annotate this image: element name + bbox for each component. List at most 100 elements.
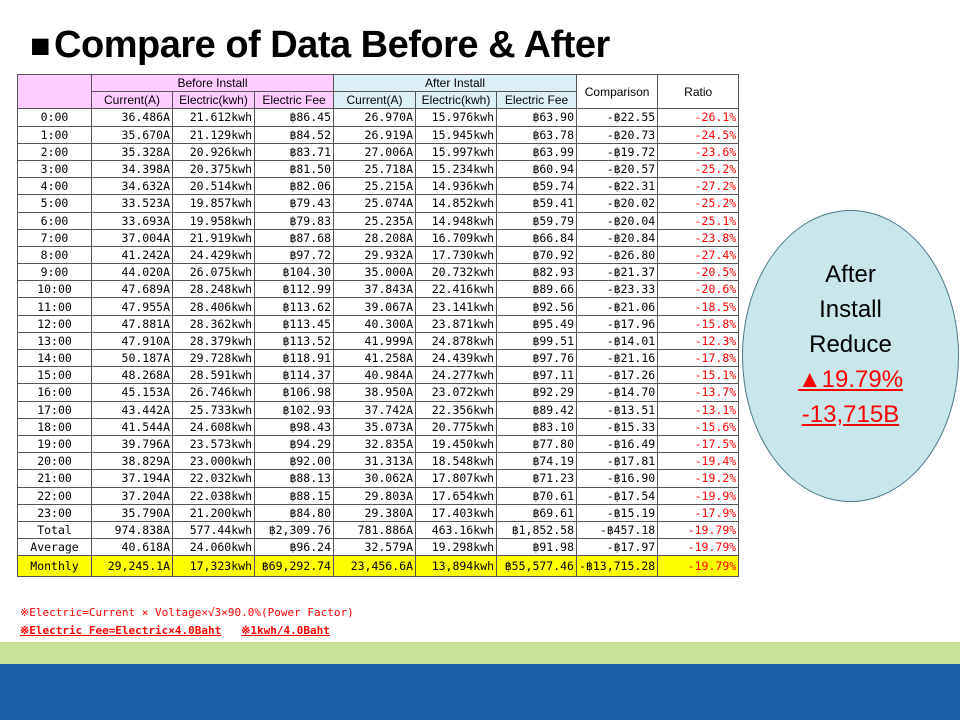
table-row: 16:00 45.153A 26.746kwh ฿106.98 38.950A 23.07… (17, 383, 740, 402)
before-fee-cell: ฿113.62 (254, 297, 334, 316)
comparison-cell: -฿457.18 (575, 520, 659, 540)
after-current-cell: 40.300A (333, 314, 416, 333)
before-current-cell: 48.268A (91, 366, 173, 385)
comparison-cell: -฿21.16 (575, 348, 659, 368)
time-cell: 22:00 (17, 486, 92, 505)
page-title: ■ Compare of Data Before & After (30, 24, 610, 67)
after-fee-header: Electric Fee (496, 91, 577, 110)
after-fee-cell: ฿70.61 (496, 486, 577, 505)
table-row: 2:00 35.328A 20.926kwh ฿83.71 27.006A 15.997k… (17, 142, 740, 161)
note-fee-rate: ※1kwh/4.0Baht (241, 624, 330, 637)
time-cell: 21:00 (17, 469, 92, 488)
before-current-cell: 41.242A (91, 245, 173, 265)
time-cell: 15:00 (17, 366, 92, 385)
before-electric-cell: 23.573kwh (172, 434, 255, 454)
after-electric-cell: 20.732kwh (415, 263, 497, 282)
before-current-cell: 34.398A (91, 159, 173, 179)
comparison-cell: -฿26.80 (575, 245, 659, 265)
ratio-header: Ratio (657, 73, 740, 110)
before-electric-cell: 21.612kwh (172, 108, 255, 127)
header-row-sub: Current(A) Electric(kwh) Electric Fee Cu… (18, 91, 739, 110)
before-current-cell: 47.689A (91, 280, 173, 299)
comparison-cell: -฿20.57 (575, 159, 659, 179)
before-electric-cell: 24.060kwh (172, 538, 255, 557)
after-electric-cell: 23.072kwh (415, 383, 497, 402)
ratio-cell: -12.3% (657, 331, 740, 351)
before-fee-cell: ฿79.83 (254, 211, 334, 230)
ratio-cell: -19.2% (657, 469, 740, 488)
before-current-cell: 39.796A (91, 434, 173, 454)
after-electric-cell: 16.709kwh (415, 228, 497, 247)
table-row: 19:00 39.796A 23.573kwh ฿94.29 32.835A 19.450… (17, 434, 740, 454)
comparison-cell: -฿16.49 (575, 434, 659, 454)
comparison-cell: -฿21.06 (575, 297, 659, 316)
bubble-line-after: After (825, 261, 876, 288)
after-current-cell: 38.950A (333, 383, 416, 402)
before-current-cell: 974.838A (91, 520, 173, 540)
before-fee-cell: ฿69,292.74 (254, 555, 334, 578)
before-electric-cell: 19.958kwh (172, 211, 255, 230)
comparison-cell: -฿17.96 (575, 314, 659, 333)
after-fee-cell: ฿66.84 (496, 228, 577, 247)
after-current-cell: 31.313A (333, 452, 416, 471)
comparison-cell: -฿19.72 (575, 142, 659, 161)
before-current-header: Current(A) (91, 91, 173, 110)
before-current-cell: 44.020A (91, 263, 173, 282)
table-row: 0:00 36.486A 21.612kwh ฿86.45 26.970A 15.976k… (17, 108, 740, 127)
after-current-cell: 781.886A (333, 520, 416, 540)
after-install-header: After Install (333, 73, 577, 93)
before-current-cell: 33.523A (91, 194, 173, 213)
table-row: 4:00 34.632A 20.514kwh ฿82.06 25.215A 14.936k… (17, 177, 740, 196)
before-current-cell: 35.328A (91, 142, 173, 161)
before-current-cell: 37.004A (91, 228, 173, 247)
after-fee-cell: ฿63.78 (496, 125, 577, 144)
after-electric-cell: 22.356kwh (415, 400, 497, 419)
before-fee-cell: ฿113.45 (254, 314, 334, 333)
before-electric-cell: 26.075kwh (172, 263, 255, 282)
after-fee-cell: ฿77.80 (496, 434, 577, 454)
time-cell: 11:00 (17, 297, 92, 316)
before-electric-cell: 20.514kwh (172, 177, 255, 196)
time-cell: 1:00 (17, 125, 92, 144)
table-row: 12:00 47.881A 28.362kwh ฿113.45 40.300A 23.87… (17, 314, 740, 333)
before-electric-cell: 22.038kwh (172, 486, 255, 505)
after-electric-cell: 17.730kwh (415, 245, 497, 265)
time-cell: 14:00 (17, 348, 92, 368)
table-row: 13:00 47.910A 28.379kwh ฿113.52 41.999A 24.87… (17, 331, 740, 351)
after-electric-cell: 23.141kwh (415, 297, 497, 316)
table-row: 22:00 37.204A 22.038kwh ฿88.15 29.803A 17.654… (17, 486, 740, 505)
before-fee-cell: ฿82.06 (254, 177, 334, 196)
after-electric-cell: 13,894kwh (415, 555, 497, 578)
before-current-cell: 45.153A (91, 383, 173, 402)
after-current-cell: 23,456.6A (333, 555, 416, 578)
after-current-cell: 28.208A (333, 228, 416, 247)
summary-bubble (742, 210, 959, 502)
before-electric-cell: 20.926kwh (172, 142, 255, 161)
comparison-table: Before Install After Install Comparison … (17, 73, 740, 578)
comparison-cell: -฿22.31 (575, 177, 659, 196)
time-cell: 19:00 (17, 434, 92, 454)
note-fee: ※Electric Fee=Electric×4.0Baht ※1kwh/4.0… (20, 622, 354, 640)
ratio-cell: -26.1% (657, 108, 740, 127)
after-electric-cell: 24.277kwh (415, 366, 497, 385)
before-electric-cell: 21.919kwh (172, 228, 255, 247)
after-fee-cell: ฿89.66 (496, 280, 577, 299)
before-fee-header: Electric Fee (254, 91, 334, 110)
table-row: 9:00 44.020A 26.075kwh ฿104.30 35.000A 20.732… (17, 263, 740, 282)
comparison-cell: -฿14.70 (575, 383, 659, 402)
comparison-cell: -฿23.33 (575, 280, 659, 299)
after-current-cell: 35.073A (333, 417, 416, 436)
before-fee-cell: ฿113.52 (254, 331, 334, 351)
after-fee-cell: ฿74.19 (496, 452, 577, 471)
ratio-cell: -27.2% (657, 177, 740, 196)
after-fee-cell: ฿92.56 (496, 297, 577, 316)
summary-bubble-text: After Install Reduce ▲19.79% -13,715B (742, 257, 959, 432)
comparison-header: Comparison (575, 73, 659, 110)
after-current-cell: 40.984A (333, 366, 416, 385)
before-fee-cell: ฿92.00 (254, 452, 334, 471)
table-row: 23:00 35.790A 21.200kwh ฿84.80 29.380A 17.403… (17, 503, 740, 522)
after-current-cell: 25.718A (333, 159, 416, 179)
before-electric-cell: 26.746kwh (172, 383, 255, 402)
after-electric-cell: 14.852kwh (415, 194, 497, 213)
before-current-cell: 47.881A (91, 314, 173, 333)
